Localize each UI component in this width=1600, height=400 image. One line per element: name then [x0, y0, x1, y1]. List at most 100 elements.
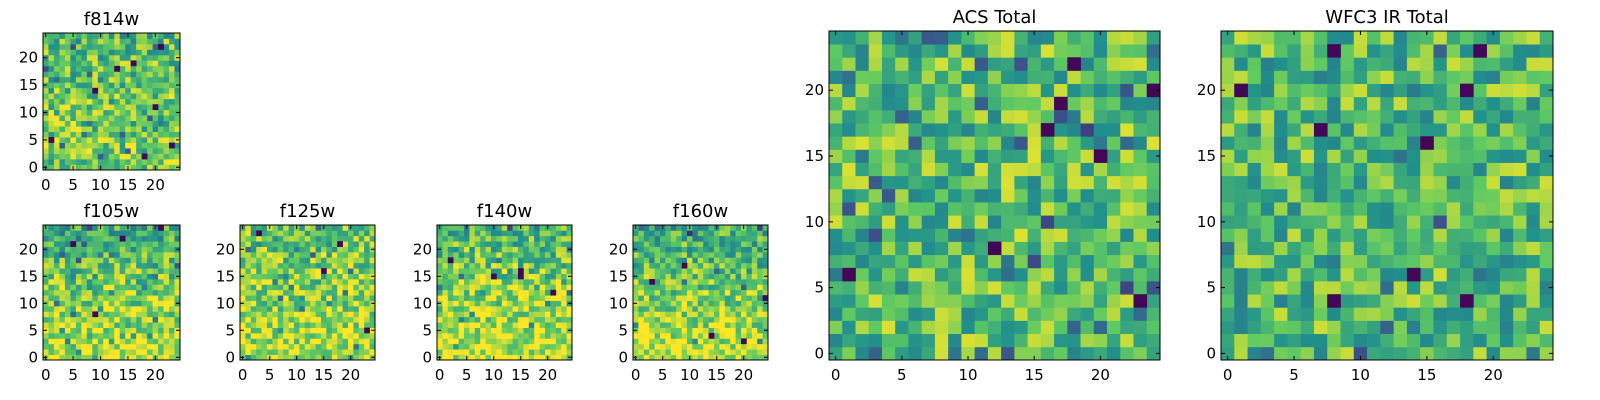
heatmap-cell: [1247, 57, 1262, 71]
heatmap-cell: [512, 322, 519, 328]
heatmap-cell: [649, 295, 655, 301]
heatmap-cell: [1133, 57, 1148, 71]
heatmap-cell: [1406, 123, 1421, 137]
heatmap-cell: [855, 70, 870, 84]
heatmap-cell: [485, 300, 492, 307]
heatmap-cell: [1133, 83, 1148, 98]
heatmap-cell: [1260, 109, 1275, 124]
heatmap-cell: [528, 322, 535, 328]
heatmap-cell: [1054, 228, 1068, 242]
heatmap-cell: [643, 311, 650, 318]
heatmap-cell: [703, 295, 709, 301]
heatmap-cell: [1380, 267, 1394, 282]
heatmap-cell: [288, 316, 295, 323]
heatmap-cell: [757, 225, 763, 231]
heatmap-cell: [70, 284, 77, 291]
heatmap-cell: [75, 306, 82, 312]
heatmap-cell: [518, 327, 524, 334]
heatmap-cell: [1406, 175, 1421, 190]
heatmap-cell: [158, 98, 164, 105]
heatmap-cell: [1093, 96, 1108, 111]
heatmap-cell: [881, 175, 896, 190]
heatmap-cell: [687, 235, 693, 242]
heatmap-cell: [75, 289, 82, 296]
heatmap-cell: [152, 284, 159, 291]
heatmap-cell: [337, 257, 343, 264]
heatmap-cell: [97, 126, 104, 132]
heatmap-cell: [294, 338, 300, 345]
heatmap-cell: [141, 54, 148, 61]
heatmap-cell: [714, 230, 720, 237]
heatmap-cell: [158, 82, 164, 89]
heatmap-cell: [342, 300, 349, 307]
heatmap-cell: [1234, 346, 1248, 361]
heatmap-cell: [326, 343, 333, 350]
heatmap-cell: [1001, 109, 1015, 124]
heatmap-cell: [59, 82, 66, 89]
heatmap-cell: [136, 300, 142, 307]
heatmap-cell: [697, 300, 704, 307]
heatmap-cell: [539, 311, 546, 318]
heatmap-cell: [842, 83, 856, 98]
heatmap-cell: [719, 354, 726, 361]
heatmap-cell: [103, 49, 110, 56]
heatmap-cell: [437, 316, 443, 323]
heatmap-cell: [174, 306, 181, 312]
heatmap-cell: [474, 338, 481, 345]
heatmap-cell: [1120, 254, 1134, 269]
heatmap-cell: [714, 343, 720, 350]
heatmap-cell: [147, 159, 153, 165]
heatmap-cell: [92, 142, 99, 149]
heatmap-cell: [528, 289, 535, 296]
heatmap-cell: [114, 327, 121, 334]
heatmap-cell: [70, 246, 77, 253]
heatmap-cell: [643, 306, 650, 312]
heatmap-cell: [70, 333, 77, 339]
heatmap-cell: [1260, 320, 1275, 335]
heatmap-cell: [442, 333, 449, 339]
heatmap-cell: [501, 327, 508, 334]
heatmap-cell: [119, 43, 126, 50]
heatmap-cell: [86, 82, 93, 89]
heatmap-cell: [310, 295, 316, 301]
heatmap-cell: [868, 136, 883, 150]
heatmap-cell: [670, 343, 677, 350]
heatmap-cell: [555, 284, 562, 291]
x-tick-label: 10: [287, 366, 306, 384]
heatmap-cell: [108, 225, 115, 231]
heatmap-cell: [1040, 31, 1055, 45]
heatmap-cell: [152, 137, 159, 143]
heatmap-cell: [108, 279, 115, 285]
heatmap-cell: [1300, 83, 1315, 98]
heatmap-cell: [147, 126, 153, 132]
heatmap-cell: [961, 96, 975, 111]
heatmap-cell: [895, 109, 909, 124]
heatmap-cell: [1499, 294, 1514, 308]
heatmap-cell: [1133, 267, 1148, 282]
heatmap-cell: [59, 279, 66, 285]
heatmap-cell: [348, 338, 354, 345]
heatmap-cell: [881, 281, 896, 295]
heatmap-cell: [81, 333, 88, 339]
heatmap-cell: [730, 316, 736, 323]
heatmap-cell: [348, 246, 354, 253]
heatmap-cell: [829, 320, 843, 335]
heatmap-cell: [512, 241, 519, 247]
heatmap-cell: [1486, 215, 1501, 229]
heatmap-cell: [1274, 188, 1288, 203]
heatmap-cell: [136, 131, 142, 138]
heatmap-cell: [545, 257, 551, 264]
heatmap-cell: [550, 333, 557, 339]
heatmap-cell: [48, 295, 55, 301]
heatmap-cell: [948, 241, 962, 256]
heatmap-cell: [534, 343, 540, 350]
heatmap-cell: [331, 295, 338, 301]
heatmap-cell: [1340, 228, 1355, 242]
heatmap-cell: [1001, 123, 1015, 137]
heatmap-cell: [136, 316, 142, 323]
heatmap-cell: [70, 338, 77, 345]
heatmap-cell: [310, 343, 316, 350]
heatmap-cell: [1513, 241, 1527, 256]
heatmap-cell: [53, 43, 60, 50]
heatmap-cell: [687, 333, 693, 339]
